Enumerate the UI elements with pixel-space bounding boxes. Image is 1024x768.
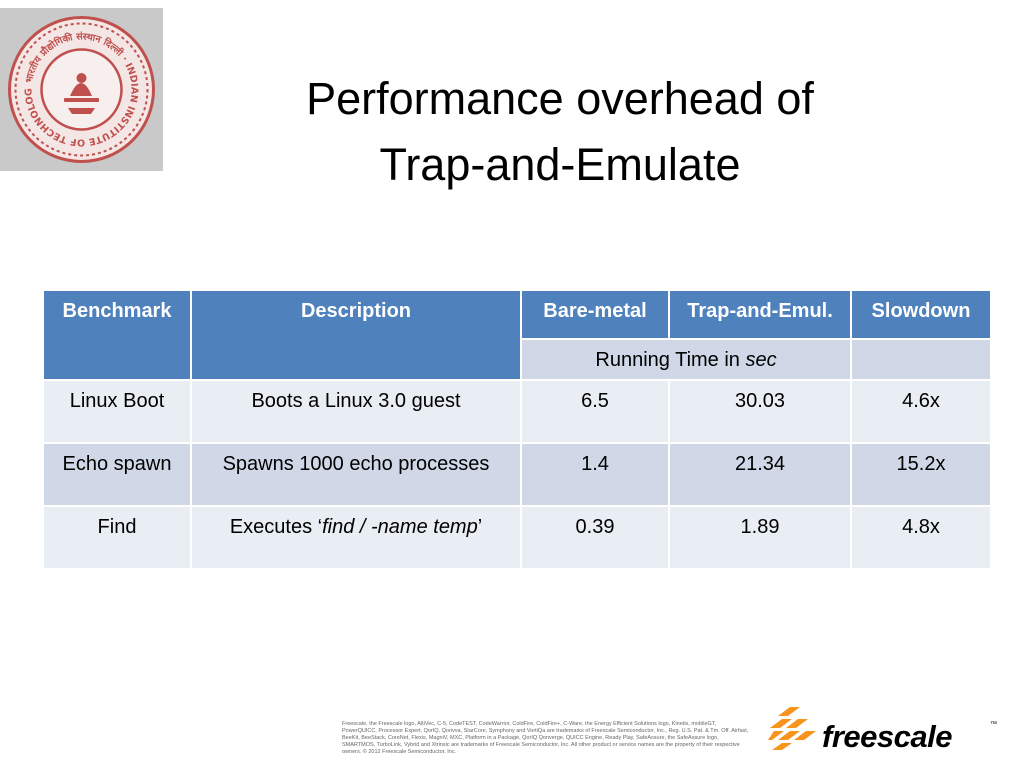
header-bare-metal: Bare-metal bbox=[520, 289, 670, 340]
table-row: Find Executes ‘find / -name temp’ 0.39 1… bbox=[42, 505, 992, 570]
trademark-notice: Freescale, the Freescale logo, AltiVec, … bbox=[342, 721, 749, 755]
header-slowdown: Slowdown bbox=[850, 289, 992, 340]
institute-logo: भारतीय प्रौद्योगिकी संस्थान दिल्ली · IND… bbox=[0, 8, 163, 171]
cell-bare-metal: 6.5 bbox=[520, 379, 670, 444]
cell-trap-and-emul: 21.34 bbox=[668, 442, 852, 507]
cell-benchmark: Linux Boot bbox=[42, 379, 192, 444]
cell-slowdown: 4.8x bbox=[850, 505, 992, 570]
table-units-row: Running Time in sec bbox=[43, 338, 992, 381]
cell-trap-and-emul: 30.03 bbox=[668, 379, 852, 444]
slide-title-line-1: Performance overhead of bbox=[306, 73, 814, 124]
cell-description: Boots a Linux 3.0 guest bbox=[190, 379, 522, 444]
table-header-row: Benchmark Description Bare-metal Trap-an… bbox=[42, 289, 992, 381]
cell-benchmark: Find bbox=[42, 505, 192, 570]
units-empty-cell bbox=[850, 338, 992, 381]
slide-title-line-2: Trap-and-Emulate bbox=[379, 139, 741, 190]
iit-delhi-seal-icon: भारतीय प्रौद्योगिकी संस्थान दिल्ली · IND… bbox=[0, 8, 155, 163]
cell-description: Spawns 1000 echo processes bbox=[190, 442, 522, 507]
brand-name: freescale bbox=[822, 719, 952, 754]
cell-bare-metal: 0.39 bbox=[520, 505, 670, 570]
header-description: Description bbox=[190, 289, 522, 381]
cell-bare-metal: 1.4 bbox=[520, 442, 670, 507]
performance-table: Benchmark Description Bare-metal Trap-an… bbox=[42, 289, 992, 570]
header-benchmark: Benchmark bbox=[42, 289, 192, 381]
header-trap-and-emul: Trap-and-Emul. bbox=[668, 289, 852, 340]
table-row: Echo spawn Spawns 1000 echo processes 1.… bbox=[42, 442, 992, 507]
cell-slowdown: 4.6x bbox=[850, 379, 992, 444]
cell-description: Executes ‘find / -name temp’ bbox=[190, 505, 522, 570]
units-label: Running Time in sec bbox=[520, 338, 852, 381]
cell-trap-and-emul: 1.89 bbox=[668, 505, 852, 570]
table-row: Linux Boot Boots a Linux 3.0 guest 6.5 3… bbox=[42, 379, 992, 444]
cell-benchmark: Echo spawn bbox=[42, 442, 192, 507]
slide-title: Performance overhead of Trap-and-Emulate bbox=[180, 66, 940, 198]
brand-trademark: ™ bbox=[990, 721, 997, 728]
freescale-logo: freescale ™ bbox=[768, 703, 1008, 755]
freescale-chevrons-icon bbox=[768, 707, 816, 750]
cell-slowdown: 15.2x bbox=[850, 442, 992, 507]
